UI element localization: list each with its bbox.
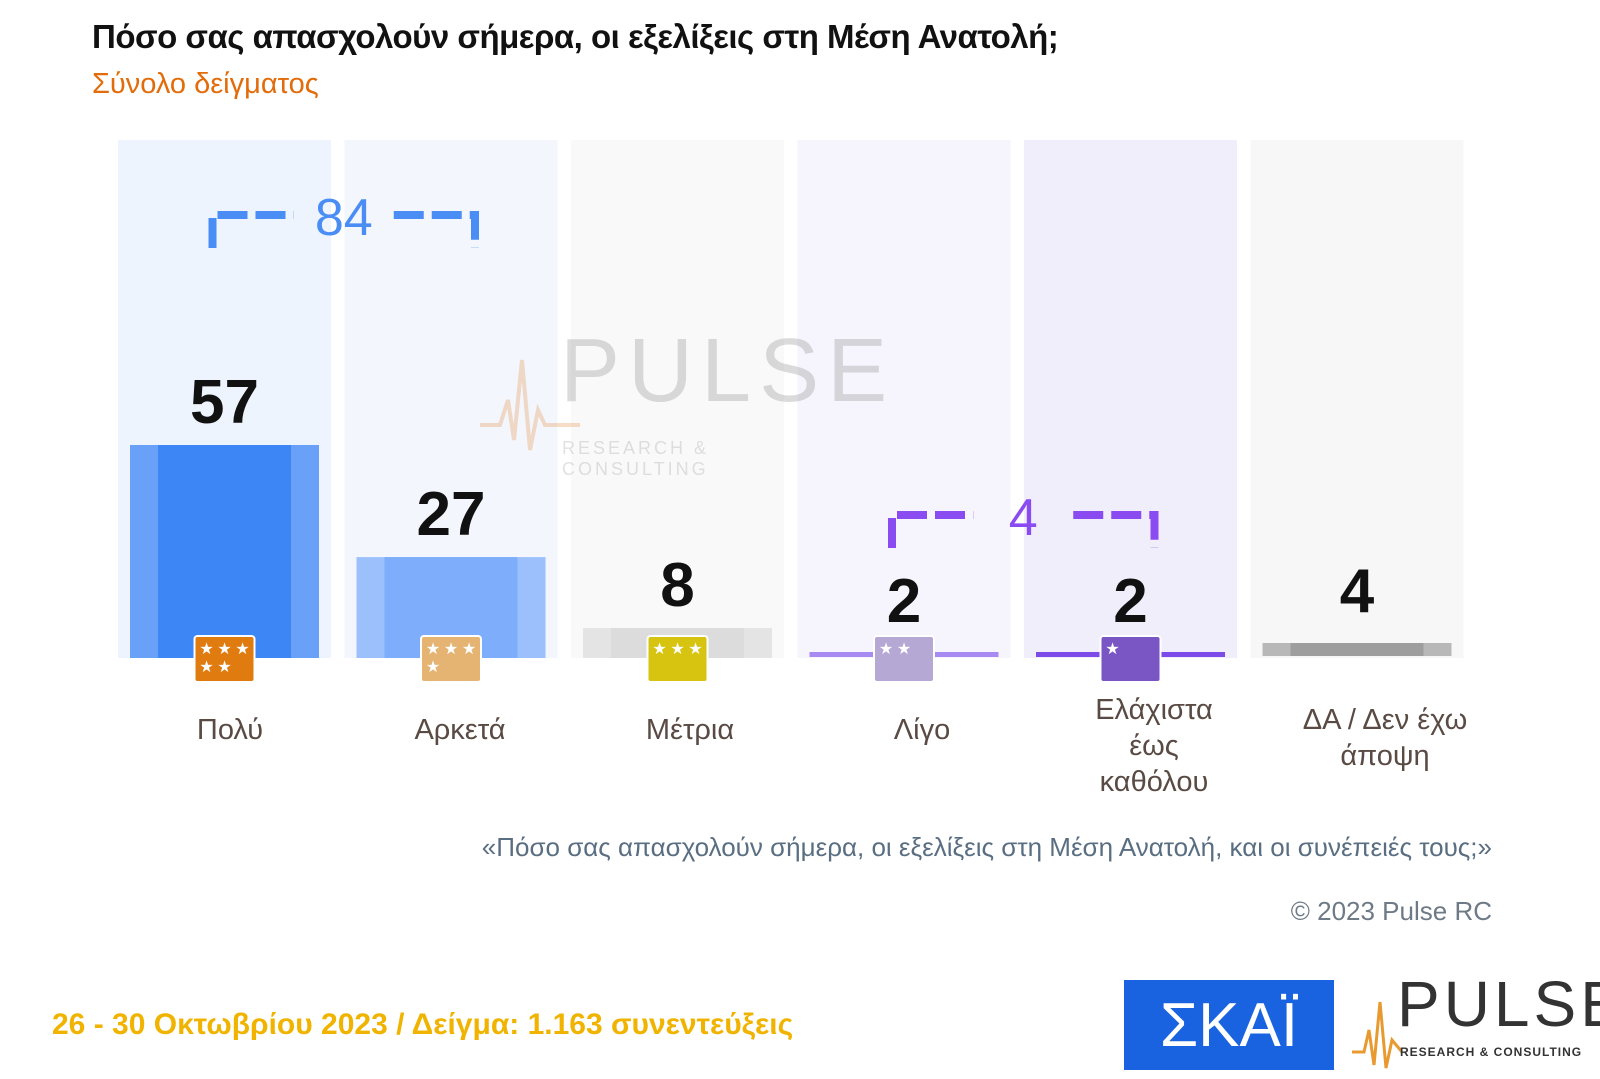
pulse-logo: PULSE RESEARCH & CONSULTING (1352, 968, 1600, 1070)
group-total-label-0: 84 (315, 189, 373, 247)
star-icon: ★ (217, 639, 231, 658)
star-rating-icon-1 (420, 635, 482, 683)
group-bracket-left-0 (208, 211, 294, 248)
chart-title: Πόσο σας απασχολούν σήμερα, οι εξελίξεις… (92, 18, 1059, 55)
star-icon: ★ (199, 639, 213, 658)
star-icon: ★ (462, 639, 476, 658)
star-icon: ★ (688, 639, 702, 658)
star-rating-icon-2 (646, 635, 709, 683)
group-bracket-left-1 (888, 511, 974, 548)
value-label-4: 2 (1113, 567, 1147, 636)
column-bg-2 (571, 140, 784, 658)
star-icon: ★ (1105, 639, 1119, 658)
star-icon: ★ (426, 657, 440, 676)
category-label-poly: Πολύ (196, 714, 264, 746)
value-label-5: 4 (1340, 557, 1375, 626)
column-bg-4 (1024, 140, 1237, 658)
star-icon: ★ (199, 657, 213, 676)
star-rating-icon-0 (193, 635, 256, 683)
category-label-metria: Μέτρια (645, 714, 735, 746)
chart-subtitle: Σύνολο δείγματος (92, 68, 319, 100)
copyright: © 2023 Pulse RC (1290, 896, 1492, 926)
star-icon: ★ (652, 639, 666, 658)
survey-footer: 26 - 30 Οκτωβρίου 2023 / Δείγμα: 1.163 σ… (52, 1008, 794, 1041)
pulse-logo-subtext: RESEARCH & CONSULTING (1400, 1045, 1583, 1059)
category-label-da: ΔΑ / Δεν έχω άποψη (1302, 704, 1468, 772)
star-icon: ★ (670, 639, 684, 658)
skai-logo-text: ΣΚΑΪ (1160, 991, 1299, 1060)
star-icon: ★ (235, 639, 249, 658)
star-icon: ★ (426, 639, 440, 658)
value-label-1: 27 (417, 480, 486, 549)
star-rating-icon-4 (1099, 635, 1162, 683)
group-bracket-right-1 (1073, 511, 1159, 548)
value-label-2: 8 (660, 551, 694, 620)
star-rating-icon-3 (873, 635, 935, 683)
bar-core-5 (1290, 643, 1424, 656)
category-label-elaxista: Ελάχιστα έως καθόλου (1095, 694, 1213, 798)
bar-core-0 (158, 445, 291, 658)
category-label-ligo: Λίγο (893, 714, 951, 746)
star-icon: ★ (879, 639, 893, 658)
value-label-3: 2 (887, 567, 921, 636)
star-icon: ★ (217, 657, 231, 676)
column-bg-5 (1250, 140, 1464, 658)
value-label-0: 57 (190, 368, 259, 437)
column-bg-3 (797, 140, 1011, 658)
category-label-arketa: Αρκετά (414, 714, 506, 746)
skai-logo: ΣΚΑΪ (1124, 980, 1334, 1070)
group-total-label-1: 4 (1009, 489, 1038, 547)
star-icon: ★ (444, 639, 458, 658)
pulse-logo-text: PULSE (1397, 968, 1600, 1040)
group-bracket-right-0 (393, 211, 479, 248)
question-text: «Πόσο σας απασχολούν σήμερα, οι εξελίξει… (481, 832, 1492, 862)
star-icon: ★ (897, 639, 911, 658)
